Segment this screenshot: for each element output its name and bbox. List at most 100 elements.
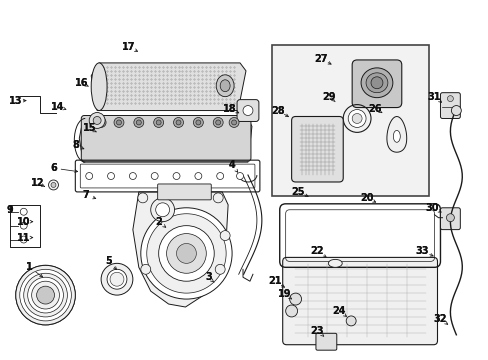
Text: 8: 8: [72, 140, 79, 150]
Circle shape: [446, 214, 453, 222]
FancyBboxPatch shape: [157, 184, 211, 200]
Text: 5: 5: [105, 256, 112, 266]
Circle shape: [285, 305, 297, 317]
Text: 19: 19: [277, 289, 291, 299]
Circle shape: [158, 226, 214, 281]
Circle shape: [141, 264, 150, 274]
Ellipse shape: [392, 130, 400, 142]
Ellipse shape: [366, 73, 387, 93]
Text: 4: 4: [228, 160, 235, 170]
Circle shape: [346, 316, 355, 326]
Circle shape: [20, 208, 27, 215]
FancyBboxPatch shape: [237, 100, 258, 121]
Circle shape: [141, 208, 232, 299]
Text: 27: 27: [314, 54, 327, 64]
Text: 16: 16: [74, 78, 88, 88]
Text: 3: 3: [204, 272, 211, 282]
Text: 26: 26: [367, 104, 381, 113]
Text: 14: 14: [51, 102, 64, 112]
Text: 1: 1: [26, 262, 33, 272]
Text: 10: 10: [17, 217, 30, 227]
Text: 9: 9: [6, 205, 13, 215]
Text: 26: 26: [367, 104, 381, 113]
Circle shape: [215, 264, 224, 274]
Text: 27: 27: [314, 54, 327, 64]
Circle shape: [166, 234, 206, 273]
Circle shape: [236, 172, 243, 180]
Text: 25: 25: [290, 187, 304, 197]
Circle shape: [28, 277, 63, 313]
Ellipse shape: [91, 63, 107, 111]
FancyBboxPatch shape: [440, 208, 459, 230]
Text: 32: 32: [433, 314, 447, 324]
Circle shape: [107, 172, 114, 180]
Circle shape: [110, 272, 123, 286]
Ellipse shape: [231, 120, 236, 125]
Circle shape: [155, 203, 169, 217]
Ellipse shape: [220, 80, 230, 92]
Text: 13: 13: [9, 96, 22, 105]
Circle shape: [89, 113, 105, 129]
Text: 29: 29: [322, 92, 335, 102]
Text: 1: 1: [26, 262, 33, 272]
FancyBboxPatch shape: [315, 333, 336, 350]
Text: 22: 22: [310, 247, 324, 256]
Text: 28: 28: [270, 105, 284, 116]
Circle shape: [107, 269, 127, 289]
Text: 33: 33: [415, 247, 428, 256]
Text: 31: 31: [427, 92, 440, 102]
Text: 11: 11: [17, 233, 30, 243]
Text: 8: 8: [72, 140, 79, 150]
Text: 23: 23: [310, 326, 324, 336]
Ellipse shape: [360, 68, 392, 98]
Text: 25: 25: [290, 187, 304, 197]
Text: 21: 21: [267, 276, 281, 286]
Circle shape: [176, 243, 196, 264]
Text: 6: 6: [50, 163, 57, 173]
Text: 29: 29: [322, 92, 335, 102]
Text: 3: 3: [204, 272, 211, 282]
Circle shape: [220, 231, 230, 240]
Text: 16: 16: [74, 78, 88, 88]
Circle shape: [129, 172, 136, 180]
Ellipse shape: [99, 120, 103, 125]
Circle shape: [48, 180, 59, 190]
Text: 14: 14: [51, 102, 64, 112]
Circle shape: [20, 236, 27, 243]
Circle shape: [150, 198, 174, 222]
Bar: [271, 45, 427, 196]
Ellipse shape: [136, 120, 141, 125]
Text: 28: 28: [270, 105, 284, 116]
Text: 19: 19: [277, 289, 291, 299]
Text: 2: 2: [155, 217, 162, 227]
Text: 11: 11: [17, 233, 30, 243]
Text: 7: 7: [82, 190, 89, 200]
Circle shape: [213, 193, 223, 203]
Text: 18: 18: [223, 104, 237, 113]
Text: 23: 23: [310, 326, 324, 336]
Text: 12: 12: [31, 178, 44, 188]
Ellipse shape: [114, 117, 123, 127]
Circle shape: [173, 172, 180, 180]
Circle shape: [32, 281, 60, 309]
Circle shape: [16, 265, 75, 325]
Ellipse shape: [96, 117, 106, 127]
FancyBboxPatch shape: [81, 116, 250, 161]
Circle shape: [24, 273, 67, 317]
Ellipse shape: [153, 117, 163, 127]
Ellipse shape: [173, 117, 183, 127]
FancyBboxPatch shape: [440, 93, 459, 118]
Circle shape: [20, 222, 27, 229]
Text: 21: 21: [267, 276, 281, 286]
Circle shape: [93, 117, 101, 125]
Ellipse shape: [327, 260, 342, 267]
Circle shape: [347, 109, 366, 127]
FancyBboxPatch shape: [291, 117, 343, 182]
Circle shape: [195, 172, 202, 180]
Text: 12: 12: [31, 178, 44, 188]
Text: 20: 20: [360, 193, 373, 203]
Circle shape: [37, 286, 54, 304]
Ellipse shape: [216, 75, 234, 96]
Text: 10: 10: [17, 217, 30, 227]
Text: 6: 6: [50, 163, 57, 173]
